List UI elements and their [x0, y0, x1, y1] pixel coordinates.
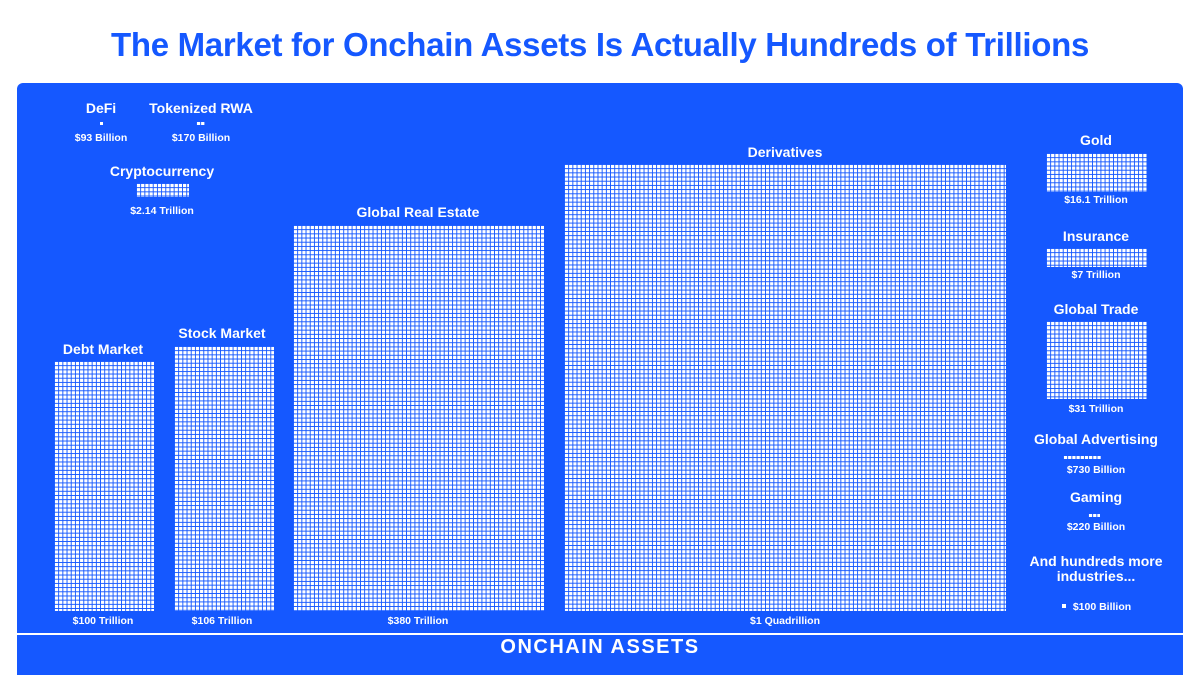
label-tokenized-rwa: Tokenized RWA	[149, 100, 253, 116]
onchain-assets-band	[17, 633, 1183, 675]
label-gaming: Gaming	[1069, 489, 1123, 505]
value-global-advertising: $730 Billion	[1066, 464, 1126, 476]
label-gold: Gold	[1080, 132, 1112, 148]
value-tokenized-rwa: $170 Billion	[171, 132, 231, 144]
value-gold: $16.1 Trillion	[1064, 194, 1128, 206]
label-cryptocurrency: Cryptocurrency	[109, 163, 215, 179]
chart-title: The Market for Onchain Assets Is Actuall…	[110, 26, 1090, 63]
waffle-gaming	[1088, 513, 1100, 517]
label-debt-market: Debt Market	[62, 341, 144, 357]
label-defi: DeFi	[85, 100, 117, 116]
onchain-assets-label: ONCHAIN ASSETS	[500, 636, 700, 658]
label-global-advertising: Global Advertising	[1034, 431, 1158, 447]
value-cryptocurrency: $2.14 Trillion	[130, 205, 194, 217]
waffle-debt-market	[54, 361, 154, 611]
value-derivatives: $1 Quadrillion	[749, 615, 821, 627]
note-more-industries: And hundreds more industries...	[1029, 553, 1163, 585]
label-stock-market: Stock Market	[178, 325, 266, 341]
value-debt-market: $100 Trillion	[72, 615, 134, 627]
waffle-defi	[99, 121, 103, 125]
legend-unit-square	[1062, 604, 1066, 608]
value-defi: $93 Billion	[74, 132, 128, 144]
value-global-real-estate: $380 Trillion	[387, 615, 449, 627]
waffle-stock-market	[174, 346, 274, 611]
waffle-gold	[1046, 153, 1147, 192]
waffle-tokenized-rwa	[196, 121, 205, 125]
label-global-trade: Global Trade	[1053, 301, 1139, 317]
waffle-global-trade	[1046, 321, 1147, 399]
label-global-real-estate: Global Real Estate	[356, 204, 480, 220]
waffle-global-advertising	[1063, 455, 1101, 459]
value-gaming: $220 Billion	[1066, 521, 1126, 533]
value-stock-market: $106 Trillion	[191, 615, 253, 627]
waffle-insurance	[1046, 248, 1147, 267]
waffle-global-real-estate	[293, 225, 544, 611]
label-derivatives: Derivatives	[747, 144, 823, 160]
legend-unit-label: $100 Billion	[1072, 601, 1132, 613]
value-insurance: $7 Trillion	[1071, 269, 1121, 281]
value-global-trade: $31 Trillion	[1068, 403, 1124, 415]
label-insurance: Insurance	[1062, 228, 1130, 244]
waffle-cryptocurrency	[136, 183, 189, 197]
waffle-derivatives	[564, 164, 1006, 611]
